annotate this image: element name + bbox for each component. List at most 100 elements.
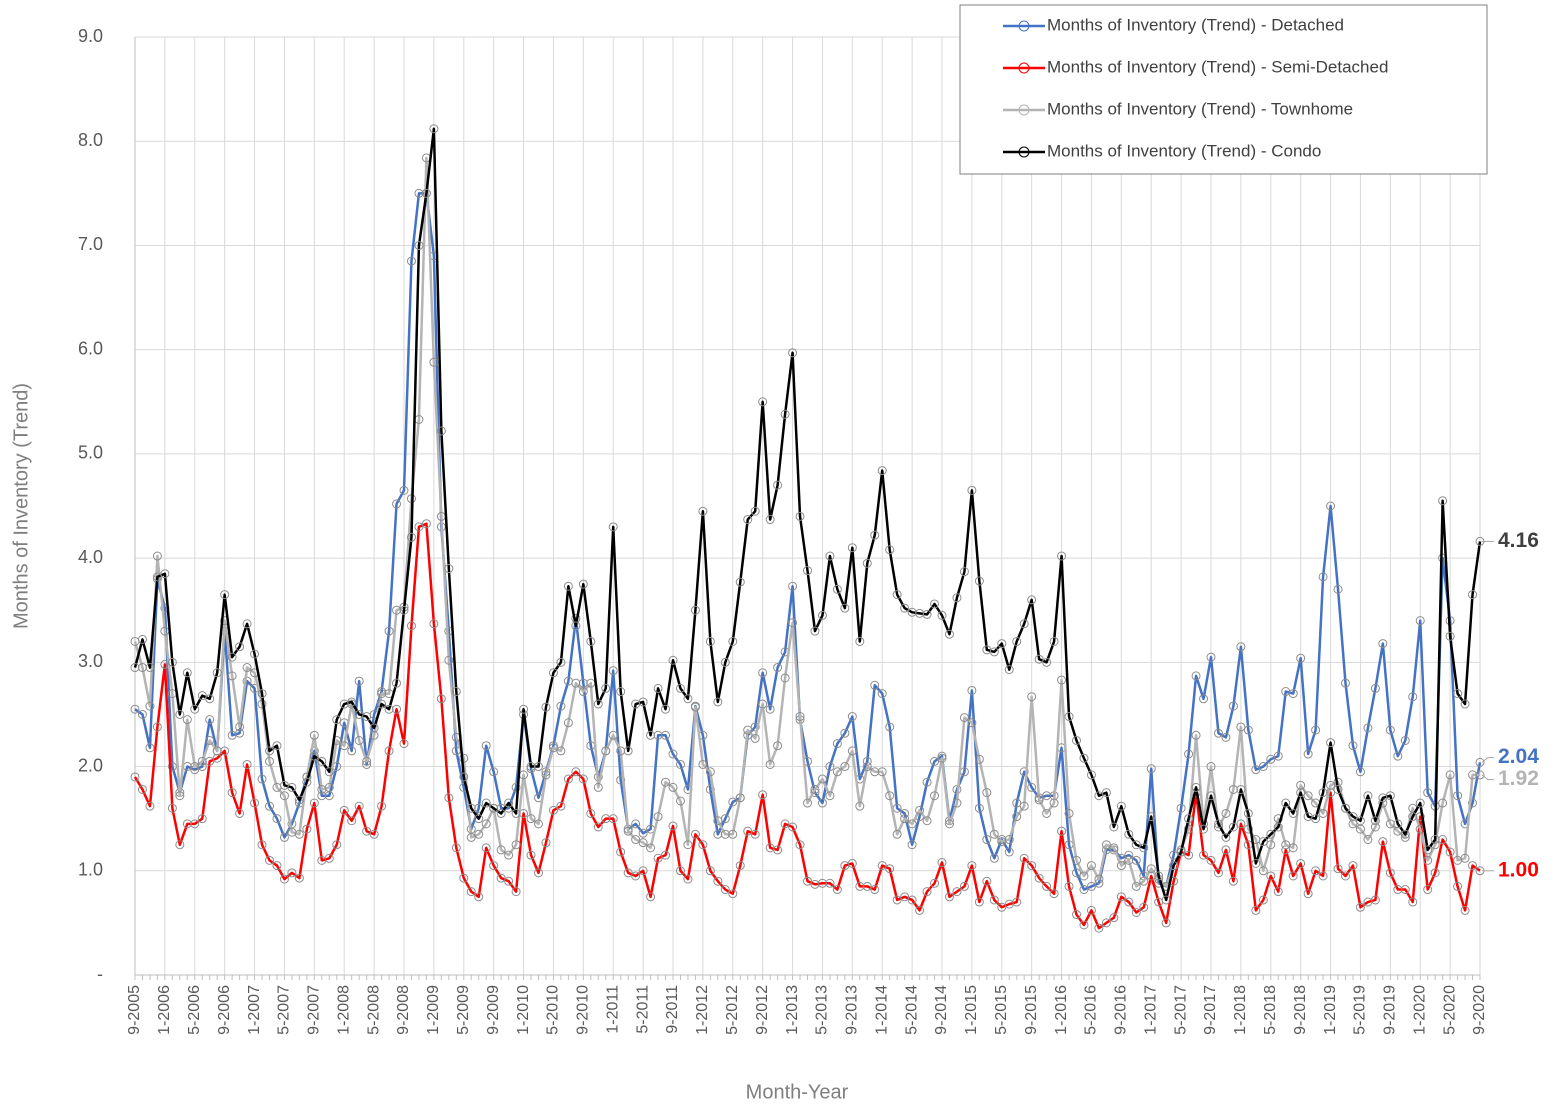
data-point: [1213, 868, 1223, 878]
data-point: [1184, 814, 1194, 824]
data-point: [1034, 795, 1044, 805]
data-point: [661, 777, 671, 787]
data-point: [1288, 689, 1298, 699]
data-point: [548, 805, 558, 815]
y-tick-label: 2.0: [78, 755, 103, 775]
x-tick-label: 9-2017: [1202, 985, 1219, 1035]
data-point: [1079, 753, 1089, 763]
data-point: [593, 782, 603, 792]
data-point: [1438, 835, 1448, 845]
data-point: [287, 868, 297, 878]
x-tick-label: 1-2006: [156, 985, 173, 1035]
data-point: [1370, 822, 1380, 832]
data-point: [265, 746, 274, 756]
data-point: [675, 796, 685, 806]
data-point: [907, 895, 917, 905]
data-point: [803, 798, 812, 808]
data-point: [414, 240, 424, 250]
data-point: [1326, 780, 1336, 790]
data-point: [728, 797, 738, 807]
x-tick-label: 9-2013: [844, 985, 861, 1035]
data-point: [377, 699, 387, 709]
data-point: [1221, 845, 1231, 855]
data-point: [1236, 642, 1246, 652]
data-point: [825, 762, 835, 772]
data-point: [1266, 871, 1276, 881]
data-point: [242, 619, 252, 629]
data-point: [571, 621, 581, 631]
legend-box: [959, 4, 1488, 175]
data-point: [1146, 812, 1156, 822]
data-point: [593, 699, 603, 709]
data-point: [922, 777, 932, 787]
data-point: [661, 730, 671, 740]
data-point: [160, 569, 170, 579]
data-point: [638, 828, 648, 838]
x-tick-label: 5-2010: [545, 985, 562, 1035]
data-point: [406, 256, 416, 266]
data-point: [571, 767, 581, 777]
data-point: [735, 793, 745, 803]
data-point: [646, 730, 656, 740]
data-point: [1460, 699, 1470, 709]
data-point: [646, 843, 656, 853]
data-point: [653, 812, 663, 822]
data-point: [399, 739, 409, 749]
data-point: [511, 887, 521, 897]
data-point: [1057, 675, 1067, 685]
data-point: [593, 822, 603, 832]
data-point: [145, 701, 155, 711]
x-tick-label: 9-2012: [754, 985, 771, 1035]
data-point: [272, 741, 282, 751]
series-line: [133, 522, 1481, 930]
data-point: [1116, 861, 1126, 871]
y-tick-label: 3.0: [78, 651, 103, 671]
x-tick-label: 1-2010: [515, 985, 532, 1035]
data-point: [205, 756, 215, 766]
data-point: [967, 685, 977, 695]
data-point: [1012, 897, 1022, 907]
data-point: [130, 663, 140, 673]
data-point: [1318, 808, 1328, 818]
data-point: [959, 713, 969, 723]
data-point: [466, 832, 476, 842]
data-point: [1341, 678, 1350, 688]
data-point: [885, 864, 895, 874]
y-tick-label: 7.0: [78, 234, 103, 254]
data-point: [548, 743, 558, 753]
data-point: [496, 845, 506, 855]
x-tick-label: 5-2006: [186, 985, 203, 1035]
data-point: [332, 840, 342, 850]
data-point: [1042, 808, 1052, 818]
x-tick-label: 1-2009: [425, 985, 442, 1035]
data-point: [1064, 712, 1074, 722]
data-point: [788, 348, 798, 358]
data-point: [1206, 855, 1216, 865]
data-point: [1475, 757, 1485, 767]
data-point: [1131, 855, 1141, 865]
grid: [134, 36, 1481, 976]
data-point: [1064, 808, 1074, 818]
data-point: [1049, 889, 1059, 899]
x-tick-label: 1-2008: [335, 985, 352, 1035]
data-point: [167, 657, 177, 667]
data-point: [1176, 847, 1186, 857]
data-point: [631, 819, 641, 829]
data-point: [294, 873, 304, 883]
data-point: [1311, 866, 1321, 876]
data-point: [1139, 843, 1149, 853]
x-tick-label: 9-2015: [1023, 985, 1040, 1035]
data-point: [1109, 913, 1119, 923]
data-point: [1400, 829, 1410, 839]
x-tick-label: 9-2005: [126, 985, 143, 1035]
data-point: [944, 892, 954, 902]
data-point: [406, 621, 416, 631]
x-tick-label: 1-2016: [1053, 985, 1070, 1035]
data-point: [765, 515, 775, 525]
legend-label: Months of Inventory (Trend) - Condo: [1047, 141, 1321, 160]
data-point: [1079, 920, 1089, 930]
data-point: [773, 480, 783, 490]
data-point: [788, 618, 798, 628]
data-point: [653, 853, 663, 863]
